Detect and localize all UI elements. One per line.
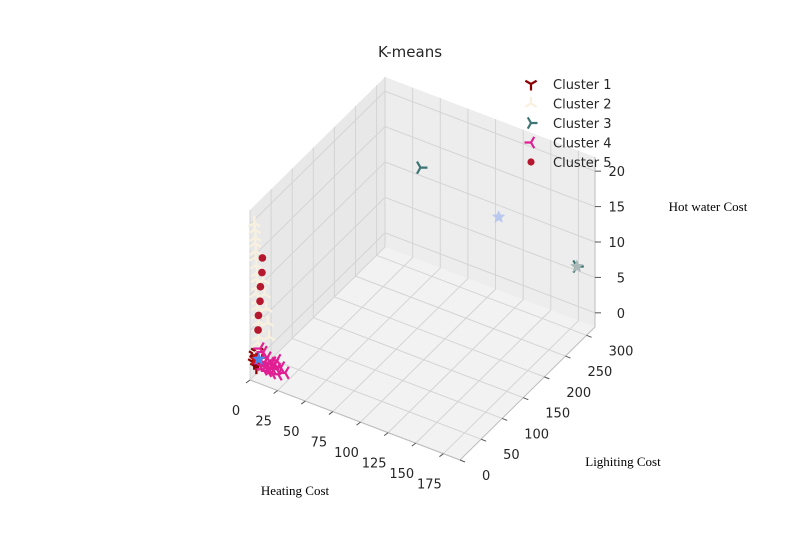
x-tick xyxy=(356,421,361,426)
centroid-marker xyxy=(252,352,266,365)
data-point xyxy=(256,297,264,306)
data-marks xyxy=(247,160,584,381)
legend: Cluster 1 Cluster 2 Cluster 3 Cluster 4 Clus… xyxy=(524,78,612,171)
z-grid-line xyxy=(249,126,596,260)
y-grid-line xyxy=(376,85,587,336)
y-tick xyxy=(586,334,592,338)
z-grid-line xyxy=(249,90,596,225)
legend-marker xyxy=(524,97,538,108)
z-tick-label: 10 xyxy=(608,236,625,251)
x-grid-line xyxy=(415,140,552,444)
data-point xyxy=(248,222,262,235)
z-grid-line xyxy=(249,161,596,296)
x-tick-label: 75 xyxy=(311,436,328,451)
legend-marker xyxy=(527,158,535,166)
x-grid-line xyxy=(332,108,469,412)
data-point xyxy=(262,329,276,342)
x-grid-line xyxy=(277,87,414,391)
data-point xyxy=(259,301,273,313)
y-grid-line xyxy=(291,168,503,419)
data-point xyxy=(249,258,263,270)
x-tick-label: 0 xyxy=(232,404,240,419)
centroid-marker xyxy=(491,210,506,223)
series-group xyxy=(254,254,267,334)
data-point xyxy=(258,254,267,262)
data-point xyxy=(248,236,262,248)
floor-pane xyxy=(250,247,595,460)
z-grid-line xyxy=(249,196,596,331)
legend-marker xyxy=(524,136,536,149)
z-tick-label: 20 xyxy=(608,165,625,180)
x-grid-line xyxy=(443,150,579,455)
x-tick-label: 25 xyxy=(255,415,272,430)
data-point xyxy=(261,315,275,328)
data-point xyxy=(253,341,265,356)
y-tick-label: 100 xyxy=(524,427,549,442)
y-grid-line xyxy=(354,106,566,357)
x-tick xyxy=(245,379,251,384)
z-grid-line xyxy=(249,232,596,367)
legend-label: Cluster 1 xyxy=(553,78,612,93)
data-point xyxy=(254,311,263,320)
legend-label: Cluster 4 xyxy=(553,137,612,152)
y-tick xyxy=(565,355,571,359)
y-grid-line xyxy=(312,147,524,399)
y-tick-label: 150 xyxy=(545,407,570,422)
x-tick-label: 150 xyxy=(389,467,414,482)
legend-marker xyxy=(524,79,538,91)
x-tick xyxy=(411,442,417,447)
y-grid-line xyxy=(333,126,545,378)
y-tick xyxy=(544,376,550,380)
data-point xyxy=(254,326,262,334)
x-tick-label: 100 xyxy=(334,446,359,461)
legend-marker xyxy=(526,116,538,130)
y-tick-label: 0 xyxy=(482,469,490,484)
y-axis-line xyxy=(459,326,596,461)
x-tick xyxy=(383,432,389,437)
z-tick-label: 15 xyxy=(608,201,625,216)
data-point xyxy=(278,366,290,380)
x-grid-line xyxy=(387,129,524,433)
y-tick-label: 300 xyxy=(609,344,634,359)
y-tick-label: 50 xyxy=(503,448,520,463)
y-tick xyxy=(523,397,529,401)
legend-label: Cluster 2 xyxy=(553,98,612,113)
data-point xyxy=(264,366,277,380)
x-grid-line xyxy=(304,98,441,402)
data-point xyxy=(270,353,282,367)
x-tick xyxy=(328,411,334,415)
data-point xyxy=(416,160,428,175)
x-tick xyxy=(439,453,444,458)
axis-panes xyxy=(250,77,595,460)
x-tick-label: 50 xyxy=(283,425,300,440)
x-tick xyxy=(273,390,278,394)
z-tick-label: 5 xyxy=(617,271,625,286)
x-tick-label: 175 xyxy=(417,478,442,493)
tick-labels: 0255075100125150175050100150200250300051… xyxy=(232,165,634,493)
legend-label: Cluster 3 xyxy=(553,117,612,132)
y-tick xyxy=(459,459,466,463)
z-axis-label: Hot water Cost xyxy=(669,199,748,214)
y-axis-label: Lighiting Cost xyxy=(585,454,661,469)
x-grid-line xyxy=(249,77,386,381)
x-axis-label: Heating Cost xyxy=(261,483,330,498)
centroid-marker xyxy=(570,259,584,273)
y-tick xyxy=(502,417,508,421)
x-tick xyxy=(300,400,306,405)
x-axis-line xyxy=(249,379,461,461)
data-point xyxy=(256,282,265,291)
legend-label: Cluster 5 xyxy=(553,156,612,171)
z-tick-label: 0 xyxy=(617,307,625,322)
data-point xyxy=(258,268,266,277)
y-tick-label: 250 xyxy=(587,365,612,380)
data-point xyxy=(257,287,272,299)
chart-title: K-means xyxy=(378,43,442,61)
x-tick-label: 125 xyxy=(362,457,387,472)
y-tick xyxy=(480,438,487,442)
x-grid-line xyxy=(360,119,497,423)
y-tick-label: 200 xyxy=(566,386,591,401)
